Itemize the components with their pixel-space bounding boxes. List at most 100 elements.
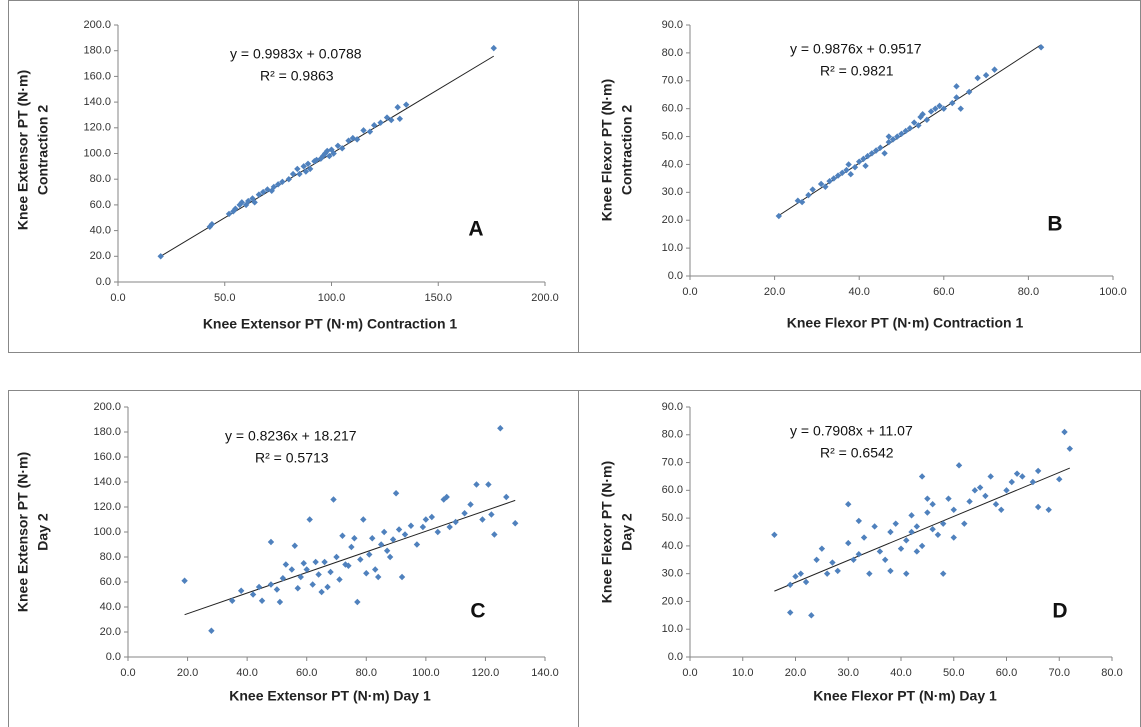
point [315,571,322,578]
y-tick-label: 140.0 [83,96,111,108]
point [953,83,960,90]
point [208,627,215,634]
point [843,166,850,174]
y-tick-label: 60.0 [662,103,683,115]
y-tick-label: 100.0 [93,526,121,538]
point [291,542,298,549]
point [330,496,337,503]
point [950,506,957,513]
point [918,473,926,480]
x-tick-label: 0.0 [120,667,135,679]
y-tick-label: 70.0 [662,456,683,468]
y-tick-label: 160.0 [83,70,111,82]
point [345,137,352,144]
y-tick-label: 10.0 [662,242,683,254]
point [974,74,981,82]
point [881,556,889,563]
point [851,164,859,171]
point [413,541,421,548]
point [360,127,367,134]
point [889,136,897,143]
point [312,558,319,566]
point [396,115,404,123]
point [845,161,852,168]
x-tick-label: 200.0 [531,292,559,304]
point [1008,478,1015,486]
point [1013,470,1021,477]
point [809,186,816,193]
point [488,511,495,518]
point [866,570,873,577]
point [157,253,164,260]
point [862,162,869,170]
point [377,119,384,126]
point [353,136,361,143]
point [309,581,316,588]
point [929,501,936,508]
point [834,567,841,575]
r-squared: R² = 0.9821 [820,63,894,79]
point [1034,467,1042,475]
point [823,570,831,577]
point [834,172,842,179]
point [982,492,989,500]
point [945,495,952,502]
point [826,177,833,185]
point [296,170,303,178]
point [232,205,239,212]
y-tick-label: 50.0 [662,130,683,142]
y-tick-label: 40.0 [90,225,111,237]
point [885,133,893,140]
y-tick-label: 80.0 [662,47,683,59]
y-tick-label: 120.0 [93,501,121,513]
x-tick-label: 30.0 [838,667,859,679]
point [868,150,876,157]
point [490,44,497,52]
point [369,535,376,542]
x-tick-label: 80.0 [356,667,377,679]
point [913,548,921,555]
point [377,541,385,548]
point [403,101,410,108]
y-tick-label: 0.0 [668,270,683,282]
point [805,191,812,199]
r-squared: R² = 0.9863 [260,68,334,84]
point [285,176,292,183]
point [428,513,436,521]
x-tick-label: 120.0 [472,667,500,679]
point [389,536,397,543]
point [991,66,998,73]
point [976,484,984,491]
x-tick-label: 50.0 [214,292,235,304]
point [971,487,979,494]
point [955,462,963,469]
point [446,523,453,531]
point [422,516,430,523]
point [473,481,480,488]
point [351,535,358,542]
point [326,152,333,160]
point [255,191,263,198]
y-tick-label: 80.0 [100,551,121,563]
point [354,598,361,606]
y-tick-label: 30.0 [662,568,683,580]
point [375,573,382,581]
point [908,512,915,519]
point [998,506,1005,513]
point [419,523,427,531]
point [775,212,783,220]
y-tick-label: 50.0 [662,512,683,524]
point [897,545,905,552]
y-axis-title: Contraction 2 [619,105,635,195]
point [1037,44,1045,51]
y-tick-label: 60.0 [90,199,111,211]
y-tick-label: 200.0 [93,401,121,413]
x-axis-title: Knee Flexor PT (N·m) Day 1 [813,688,997,704]
equation: y = 0.7908x + 11.07 [790,423,913,439]
point [225,210,233,218]
y-tick-label: 180.0 [93,426,121,438]
point [467,501,474,508]
panel-label: D [1052,600,1067,623]
x-tick-label: 100.0 [1099,286,1127,298]
point [864,152,871,160]
